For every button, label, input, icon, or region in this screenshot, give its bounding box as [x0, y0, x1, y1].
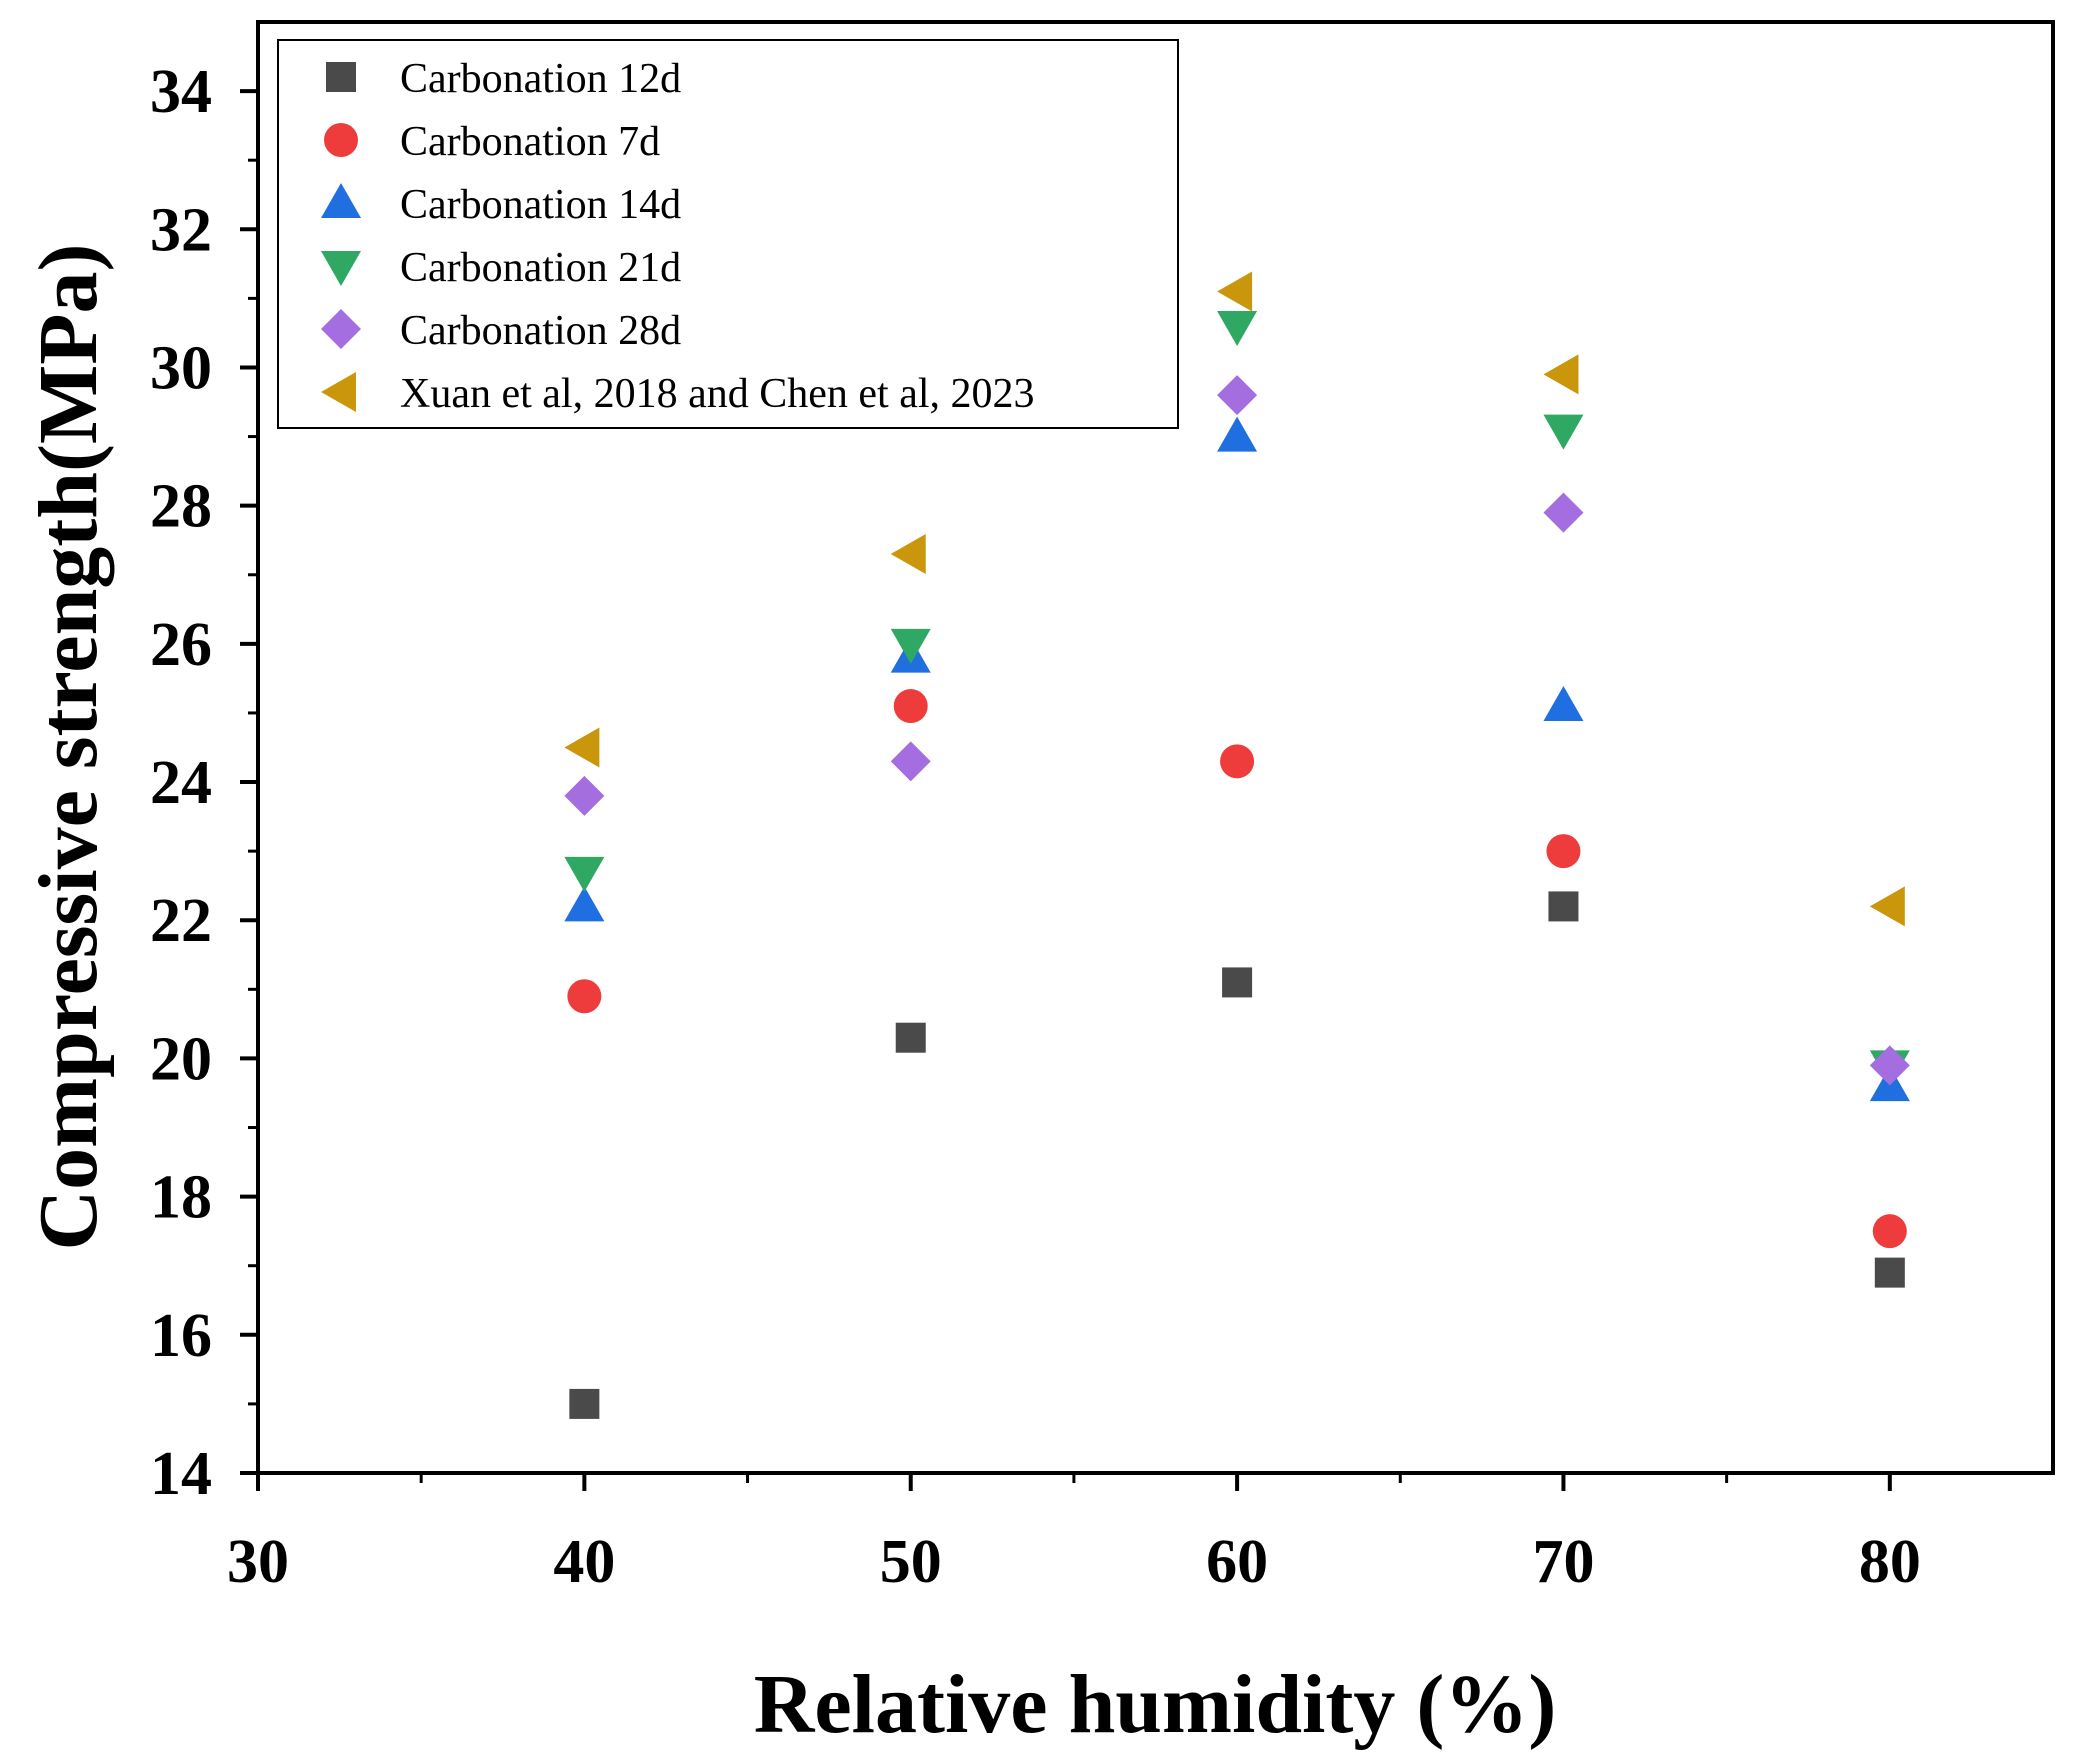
x-axis-title: Relative humidity (%) [754, 1658, 1557, 1751]
data-point-series-1 [893, 689, 928, 724]
legend-box [277, 39, 1179, 429]
legend-markers [321, 62, 361, 412]
y-tick-label: 28 [150, 473, 212, 541]
data-point-series-2 [1543, 686, 1584, 722]
x-tick-label: 70 [1532, 1528, 1594, 1596]
data-point-series-5 [890, 534, 926, 575]
y-tick-label: 32 [150, 196, 212, 264]
data-point-series-0 [1548, 891, 1579, 922]
data-point-series-1 [1872, 1214, 1907, 1249]
data-point-series-2 [564, 886, 605, 922]
y-tick-label: 34 [150, 58, 212, 126]
data-point-series-1 [1220, 744, 1255, 779]
x-tick-label: 80 [1859, 1528, 1921, 1596]
x-tick-label: 60 [1206, 1528, 1268, 1596]
legend-label-12d: Carbonation 12d [400, 56, 681, 102]
legend-marker-4 [321, 309, 361, 349]
data-point-series-4 [1543, 492, 1584, 533]
data-point-series-5 [1543, 354, 1579, 395]
data-point-series-4 [890, 741, 931, 782]
legend-marker-5 [321, 372, 356, 412]
legend-label-reference: Xuan et al, 2018 and Chen et al, 2023 [400, 371, 1035, 417]
data-point-series-0 [1874, 1257, 1905, 1288]
y-tick-label: 18 [150, 1164, 212, 1232]
data-point-series-1 [567, 979, 602, 1014]
y-tick-label: 20 [150, 1025, 212, 1093]
data-point-series-5 [564, 727, 600, 768]
data-point-series-4 [564, 775, 605, 816]
data-point-series-2 [1217, 416, 1258, 452]
y-tick-label: 26 [150, 611, 212, 679]
data-point-series-1 [1546, 834, 1581, 869]
data-markers [564, 271, 1910, 1419]
data-point-series-5 [1217, 271, 1253, 312]
legend-marker-1 [324, 123, 358, 157]
y-tick-label: 30 [150, 334, 212, 402]
data-point-series-3 [564, 856, 605, 892]
legend-marker-2 [321, 183, 361, 218]
data-point-series-0 [895, 1022, 926, 1053]
data-point-series-3 [1543, 414, 1584, 450]
y-tick-label: 16 [150, 1302, 212, 1370]
legend-label-21d: Carbonation 21d [400, 245, 681, 291]
y-tick-label: 22 [150, 887, 212, 955]
x-tick-label: 50 [880, 1528, 942, 1596]
legend-label-14d: Carbonation 14d [400, 182, 681, 228]
legend-marker-0 [326, 62, 356, 92]
data-point-series-3 [890, 628, 931, 664]
legend: Carbonation 12d Carbonation 7d Carbonati… [277, 39, 1179, 429]
y-axis-title: Compressive strength(MPa) [22, 243, 115, 1250]
data-point-series-3 [1217, 311, 1258, 347]
plot-frame [256, 20, 2055, 1475]
data-point-series-4 [1869, 1045, 1910, 1086]
data-point-series-0 [1222, 967, 1253, 998]
x-tick-label: 40 [553, 1528, 615, 1596]
axis-ticks: 30 40 50 60 70 80 14 16 18 20 22 24 26 28 30 32 34 [150, 58, 1921, 1596]
legend-marker-3 [321, 251, 361, 286]
legend-label-28d: Carbonation 28d [400, 308, 681, 354]
legend-label-7d: Carbonation 7d [400, 119, 660, 165]
y-tick-label: 14 [150, 1440, 212, 1508]
data-point-series-5 [1869, 886, 1905, 927]
data-point-series-4 [1217, 375, 1258, 416]
x-tick-label: 30 [227, 1528, 289, 1596]
data-point-series-0 [569, 1388, 600, 1419]
y-tick-label: 24 [150, 749, 212, 817]
